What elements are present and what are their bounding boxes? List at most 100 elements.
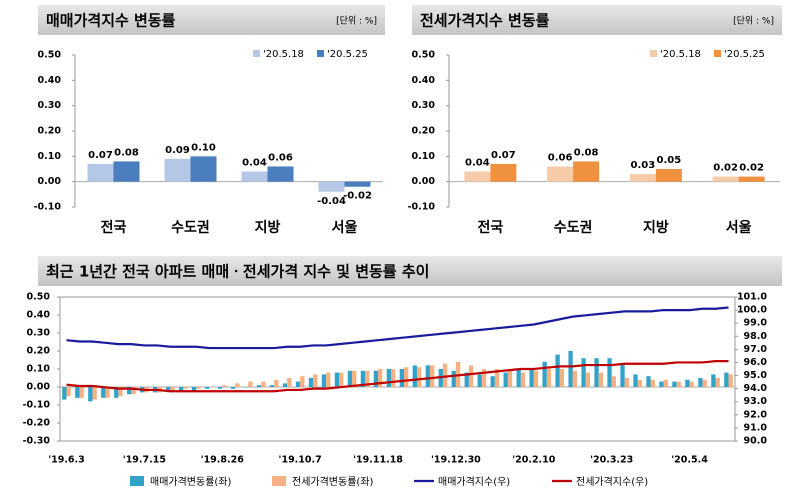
bar	[267, 166, 294, 182]
bar	[598, 372, 604, 387]
bar	[520, 372, 526, 387]
line	[66, 306, 729, 350]
bar	[412, 365, 417, 387]
bar	[339, 372, 344, 387]
bar	[633, 374, 638, 387]
y-tick-label: 0.50	[27, 292, 51, 303]
bar	[659, 381, 664, 387]
x-tick-label: 전국	[477, 219, 503, 236]
bar	[629, 174, 656, 182]
y-tick-label: 0.30	[412, 100, 436, 111]
y-tick-label: 0.20	[27, 346, 51, 357]
bar	[416, 367, 422, 387]
panel-header	[38, 5, 385, 35]
legend-swatch	[272, 476, 286, 486]
bar	[196, 387, 201, 389]
bar	[481, 369, 487, 387]
unit-label: [단위 : %]	[733, 16, 774, 27]
data-label: -0.02	[343, 191, 372, 202]
legend-swatch	[714, 50, 721, 57]
y2-tick-label: 91.0	[744, 422, 768, 433]
bar	[494, 369, 500, 387]
bar	[282, 383, 288, 387]
bar	[715, 378, 720, 387]
legend-swatch	[650, 50, 657, 57]
bar	[190, 156, 217, 182]
bar	[261, 381, 266, 387]
bar	[624, 378, 629, 387]
bar	[689, 381, 694, 387]
bar	[503, 372, 508, 387]
bar	[490, 163, 517, 182]
legend-label: 전세가격지수(우)	[576, 475, 648, 488]
bar	[573, 161, 600, 182]
data-label: 0.04	[242, 158, 267, 169]
bar	[118, 387, 123, 396]
data-label: -0.04	[317, 196, 346, 207]
legend-swatch	[317, 50, 324, 57]
bar	[546, 369, 552, 387]
bar	[611, 376, 616, 387]
y-tick-label: 0.40	[412, 75, 436, 86]
data-label: 0.03	[631, 160, 656, 171]
bar	[724, 372, 729, 387]
bar	[373, 370, 379, 387]
data-label: 0.05	[657, 155, 682, 166]
y2-tick-label: 92.0	[744, 409, 768, 420]
y-tick-label: 0.20	[38, 126, 62, 137]
bar	[477, 374, 482, 387]
chart-title: 전세가격지수 변동률	[420, 12, 550, 30]
legend-label: '20.5.18	[263, 49, 304, 60]
bar	[92, 387, 97, 400]
bar	[507, 370, 513, 387]
bar	[256, 385, 262, 387]
bar	[676, 381, 681, 387]
bar	[425, 365, 430, 387]
bar	[533, 370, 539, 387]
bar	[738, 176, 765, 182]
unit-label: [단위 : %]	[336, 16, 377, 27]
bar	[391, 369, 396, 387]
bar	[230, 387, 236, 389]
y-tick-label: 0.40	[27, 310, 51, 321]
bar	[241, 171, 268, 182]
bar	[62, 387, 67, 400]
x-tick-label: 전국	[101, 219, 127, 236]
data-label: 0.10	[191, 142, 216, 153]
y-tick-label: 0.20	[412, 126, 436, 137]
bar	[698, 378, 703, 387]
bar	[712, 176, 739, 182]
y-tick-label: -0.20	[23, 418, 51, 429]
bar	[728, 374, 733, 387]
bar	[378, 369, 383, 387]
x-tick-label: 수도권	[554, 220, 593, 236]
y-tick-label: -0.10	[23, 400, 51, 411]
bar	[235, 383, 240, 387]
y-tick-label: -0.30	[23, 436, 51, 447]
bar	[672, 381, 677, 387]
bar	[542, 361, 547, 387]
y-tick-label: 0.00	[38, 176, 62, 187]
bar	[170, 387, 175, 391]
bar	[347, 370, 353, 387]
y2-tick-label: 94.0	[744, 383, 768, 394]
chart-title: 최근 1년간 전국 아파트 매매ㆍ전세가격 지수 및 변동률 추이	[46, 263, 429, 281]
y-tick-label: -0.10	[408, 202, 436, 213]
bar	[429, 365, 435, 387]
data-label: 0.08	[114, 147, 139, 158]
bar	[300, 376, 305, 387]
bar	[321, 374, 327, 387]
bar	[655, 169, 682, 182]
bar	[248, 381, 253, 387]
bar	[572, 370, 578, 387]
bar	[360, 370, 366, 387]
bar	[166, 387, 171, 391]
x-tick-label: 서울	[726, 219, 752, 236]
bar	[75, 387, 80, 398]
bar	[308, 378, 314, 387]
data-label: 0.04	[465, 158, 490, 169]
bar	[274, 379, 279, 387]
bar	[451, 370, 456, 387]
bar	[711, 374, 716, 387]
